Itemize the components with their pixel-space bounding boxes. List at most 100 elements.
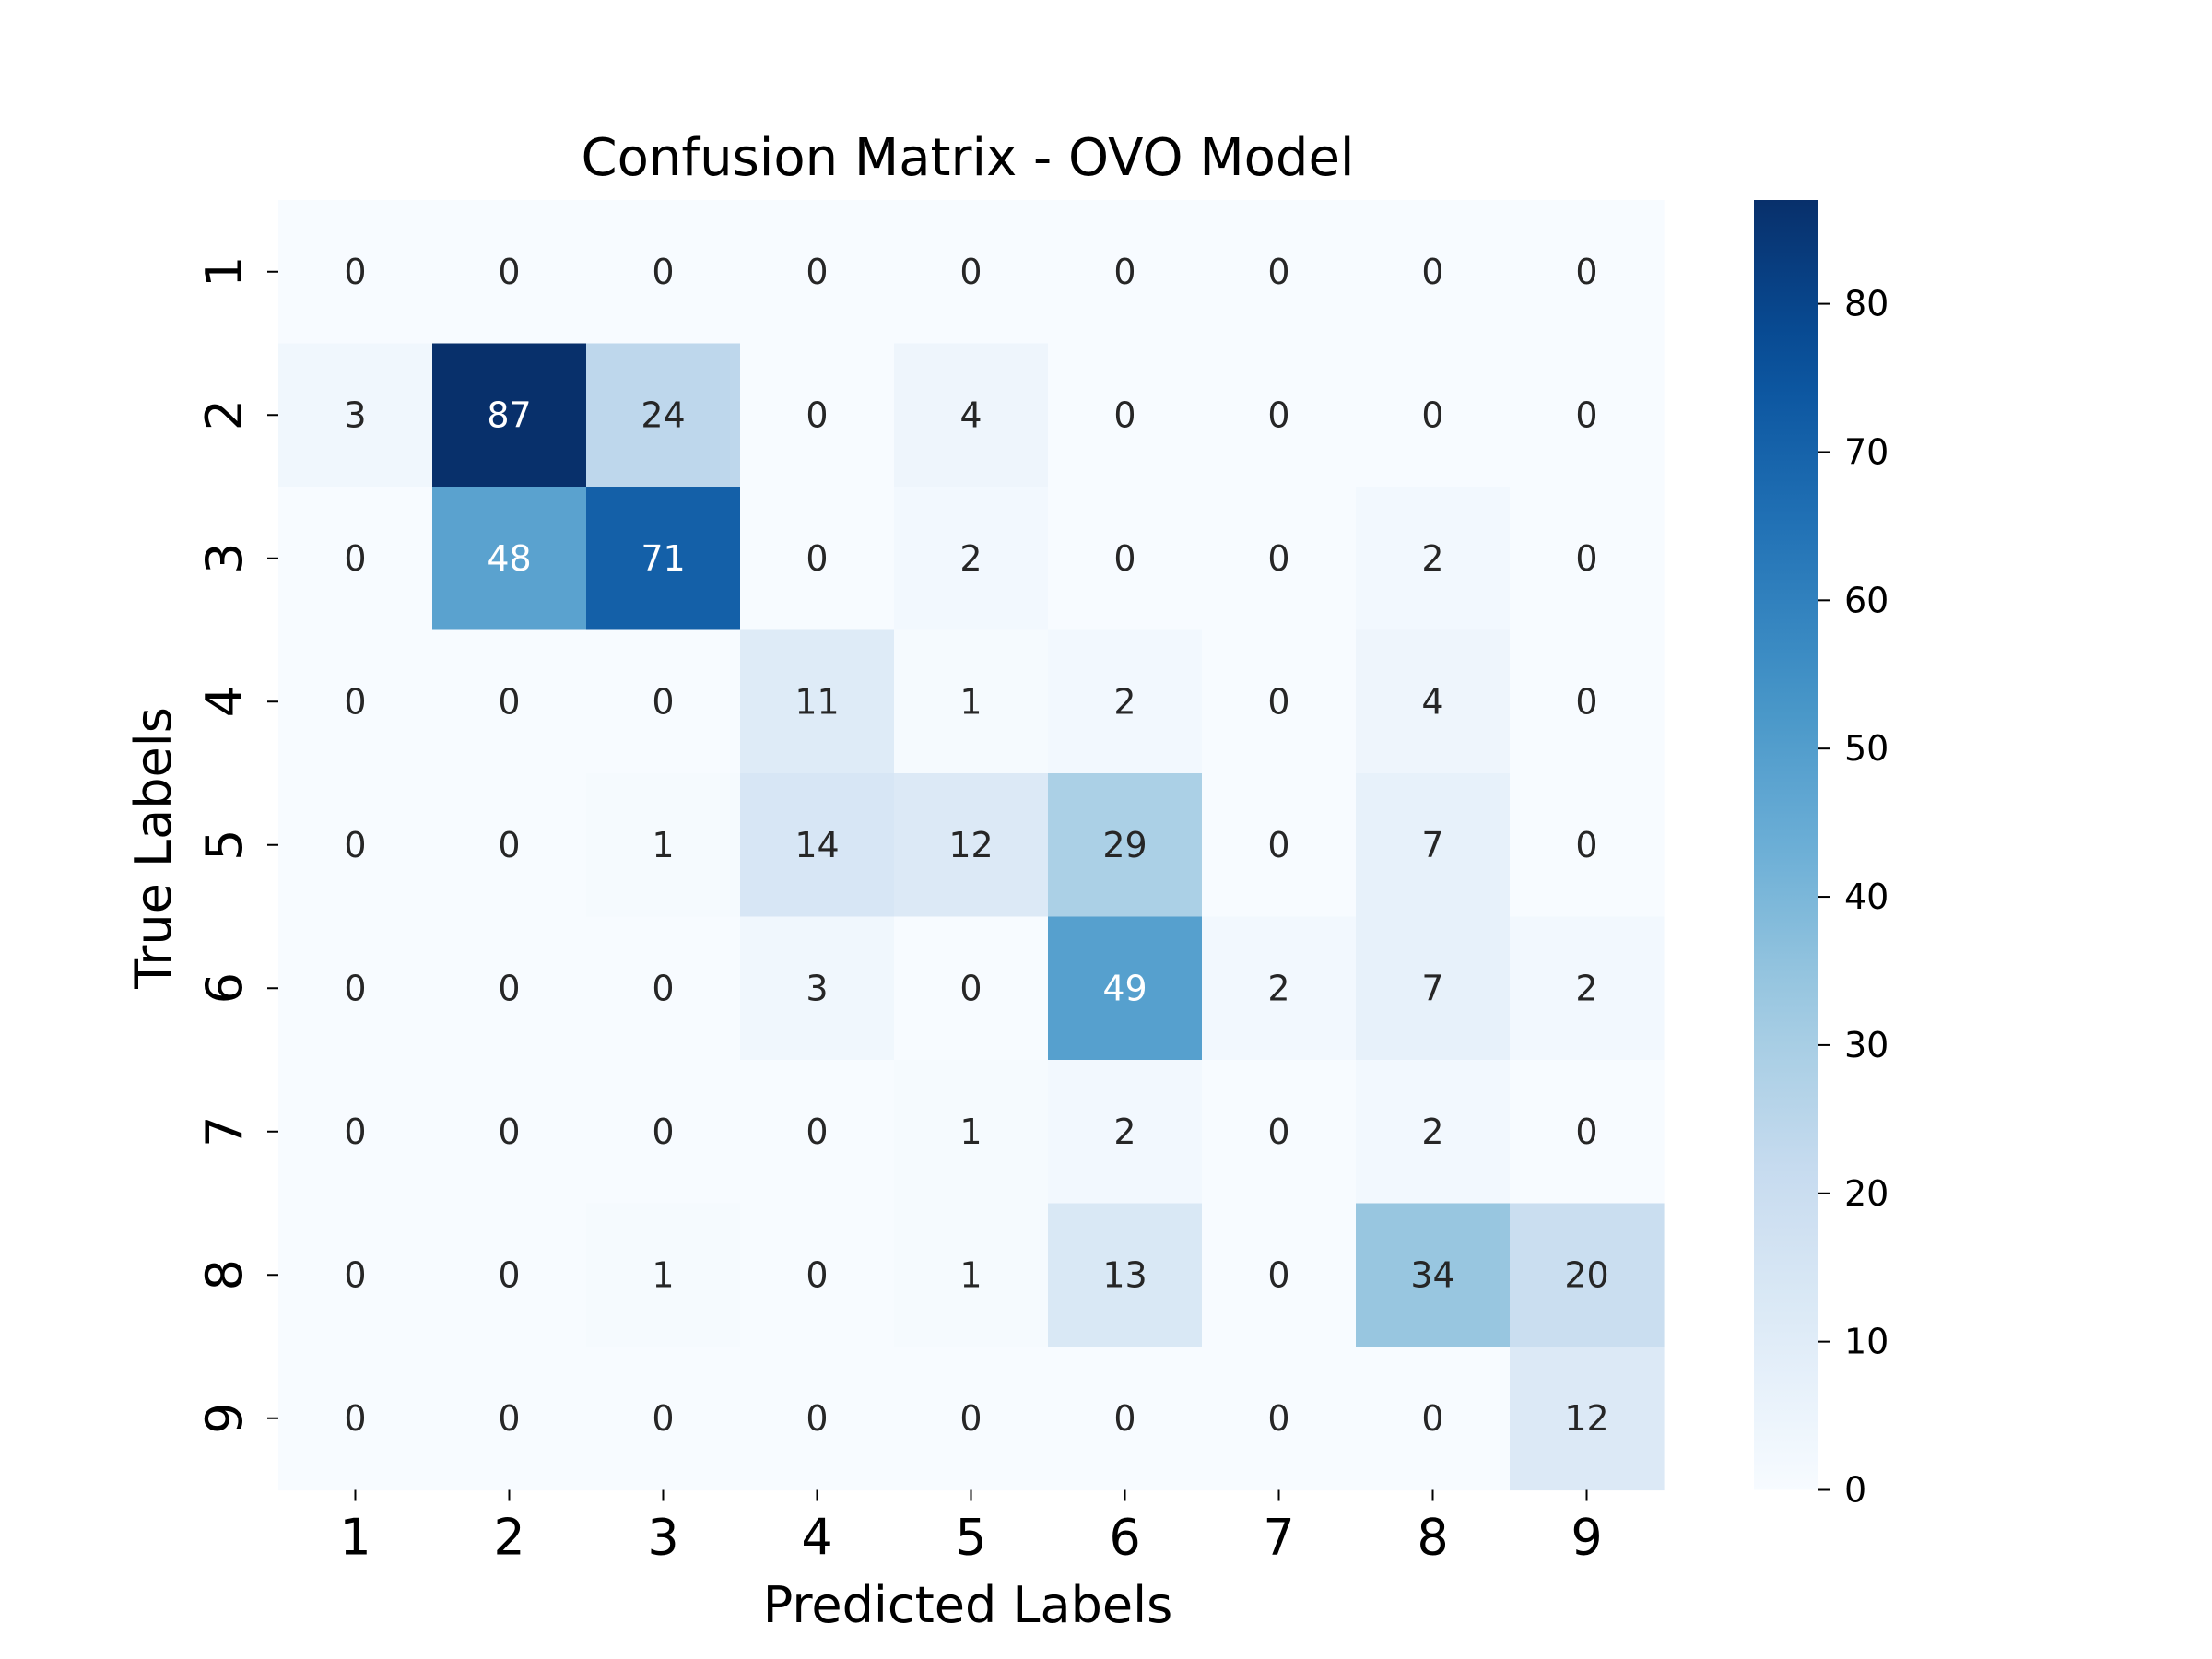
cell-value-label: 0	[1267, 1254, 1289, 1295]
heatmap-cell-r7-c7	[1202, 1060, 1357, 1205]
cell-value-label: 0	[498, 1398, 520, 1439]
heatmap-cell-r3-c1	[278, 487, 433, 631]
x-tick-label: 9	[1571, 1509, 1602, 1567]
cell-value-label: 0	[959, 968, 982, 1008]
cell-value-label: 0	[1267, 825, 1289, 865]
heatmap-cell-r3-c5	[894, 487, 1049, 631]
cell-value-label: 0	[1267, 252, 1289, 292]
cell-value-label: 34	[1410, 1254, 1454, 1295]
cell-value-label: 0	[806, 538, 828, 579]
heatmap-cell-r7-c4	[740, 1060, 895, 1205]
heatmap-cell-r5-c5	[894, 773, 1049, 918]
heatmap-cell-r5-c4	[740, 773, 895, 918]
heatmap-cell-r9-c6	[1048, 1347, 1203, 1491]
cell-value-label: 0	[1575, 825, 1597, 865]
y-tick-label: 5	[195, 830, 253, 861]
cell-value-label: 0	[344, 968, 366, 1008]
cell-value-label: 87	[487, 394, 531, 435]
heatmap-cell-r4-c2	[432, 629, 587, 774]
heatmap-cell-r5-c7	[1202, 773, 1357, 918]
cell-value-label: 0	[1421, 394, 1443, 435]
x-axis-ticks: 1 2 3 4 5 6 7 8 9	[339, 1489, 1603, 1567]
y-tick-label: 2	[195, 399, 253, 430]
cell-value-label: 0	[806, 1254, 828, 1295]
cell-value-label: 2	[1113, 1112, 1135, 1152]
cell-value-label: 0	[1113, 252, 1135, 292]
heatmap-cell-r6-c3	[586, 916, 741, 1061]
y-tick-label: 8	[195, 1259, 253, 1290]
heatmap-cell-r9-c4	[740, 1347, 895, 1491]
heatmap-cell-r5-c9	[1510, 773, 1665, 918]
x-tick-label: 8	[1417, 1509, 1448, 1567]
x-tick-label: 6	[1109, 1509, 1140, 1567]
cell-value-label: 0	[1267, 394, 1289, 435]
heatmap-cell-r2-c6	[1048, 343, 1203, 488]
cell-value-label: 0	[1267, 1398, 1289, 1439]
heatmap-cell-r7-c9	[1510, 1060, 1665, 1205]
cell-value-label: 0	[344, 681, 366, 722]
heatmap-cell-r6-c9	[1510, 916, 1665, 1061]
cell-value-label: 12	[1564, 1398, 1608, 1439]
heatmap-cell-r6-c7	[1202, 916, 1357, 1061]
heatmap-cell-r2-c5	[894, 343, 1049, 488]
cell-value-label: 0	[806, 1112, 828, 1152]
y-axis-label: True Labels	[124, 707, 182, 990]
heatmap-cell-r2-c7	[1202, 343, 1357, 488]
cell-value-label: 0	[344, 538, 366, 579]
x-axis-label: Predicted Labels	[763, 1576, 1172, 1634]
heatmap-cell-r2-c1	[278, 343, 433, 488]
heatmap-cell-r4-c7	[1202, 629, 1357, 774]
cell-value-label: 2	[1267, 968, 1289, 1008]
cell-value-label: 0	[1575, 252, 1597, 292]
cell-value-label: 0	[652, 681, 674, 722]
x-tick-label: 5	[955, 1509, 986, 1567]
heatmap-cell-r8-c4	[740, 1203, 895, 1347]
heatmap-cell-r1-c3	[586, 200, 741, 345]
cell-value-label: 0	[498, 825, 520, 865]
heatmap-cell-r7-c8	[1356, 1060, 1511, 1205]
cell-value-label: 0	[1575, 538, 1597, 579]
heatmap-cell-r2-c8	[1356, 343, 1511, 488]
cell-value-label: 0	[344, 1254, 366, 1295]
heatmap-cell-labels: 0 0 0 0 0 0 0 0 03 87 24 0 4 0 0 0 00 48 71 0 2 0 0 2 00 0 0 11 1 2 0 4…	[344, 252, 1608, 1439]
heatmap-cell-r1-c1	[278, 200, 433, 345]
cell-value-label: 1	[959, 1112, 982, 1152]
cell-value-label: 0	[806, 1398, 828, 1439]
heatmap-cell-r9-c2	[432, 1347, 587, 1491]
cell-value-label: 1	[959, 681, 982, 722]
cell-value-label: 2	[1421, 538, 1443, 579]
heatmap-cell-r8-c1	[278, 1203, 433, 1347]
y-tick-label: 1	[195, 256, 253, 288]
cell-value-label: 1	[652, 1254, 674, 1295]
cell-value-label: 48	[487, 538, 531, 579]
cell-value-label: 0	[498, 968, 520, 1008]
heatmap-cell-r4-c1	[278, 629, 433, 774]
cell-value-label: 7	[1421, 825, 1443, 865]
heatmap-cell-r1-c2	[432, 200, 587, 345]
x-tick-label: 3	[647, 1509, 678, 1567]
cell-value-label: 0	[1421, 252, 1443, 292]
cell-value-label: 0	[344, 1112, 366, 1152]
cell-value-label: 0	[498, 252, 520, 292]
heatmap-cell-r3-c4	[740, 487, 895, 631]
cell-value-label: 0	[806, 252, 828, 292]
cell-value-label: 2	[1113, 681, 1135, 722]
heatmap-cell-r4-c5	[894, 629, 1049, 774]
heatmap-cell-r9-c5	[894, 1347, 1049, 1491]
cell-value-label: 0	[1421, 1398, 1443, 1439]
heatmap-cell-r4-c6	[1048, 629, 1203, 774]
cell-value-label: 2	[959, 538, 982, 579]
cell-value-label: 13	[1102, 1254, 1147, 1295]
cell-value-label: 3	[806, 968, 828, 1008]
heatmap-cell-r4-c3	[586, 629, 741, 774]
cell-value-label: 0	[959, 252, 982, 292]
heatmap-cell-r5-c2	[432, 773, 587, 918]
heatmap-cell-r7-c6	[1048, 1060, 1203, 1205]
cell-value-label: 20	[1564, 1254, 1608, 1295]
cell-value-label: 12	[948, 825, 993, 865]
cell-value-label: 7	[1421, 968, 1443, 1008]
x-tick-label: 2	[493, 1509, 524, 1567]
heatmap-cell-r1-c9	[1510, 200, 1665, 345]
cell-value-label: 0	[1113, 394, 1135, 435]
heatmap-cell-r6-c2	[432, 916, 587, 1061]
